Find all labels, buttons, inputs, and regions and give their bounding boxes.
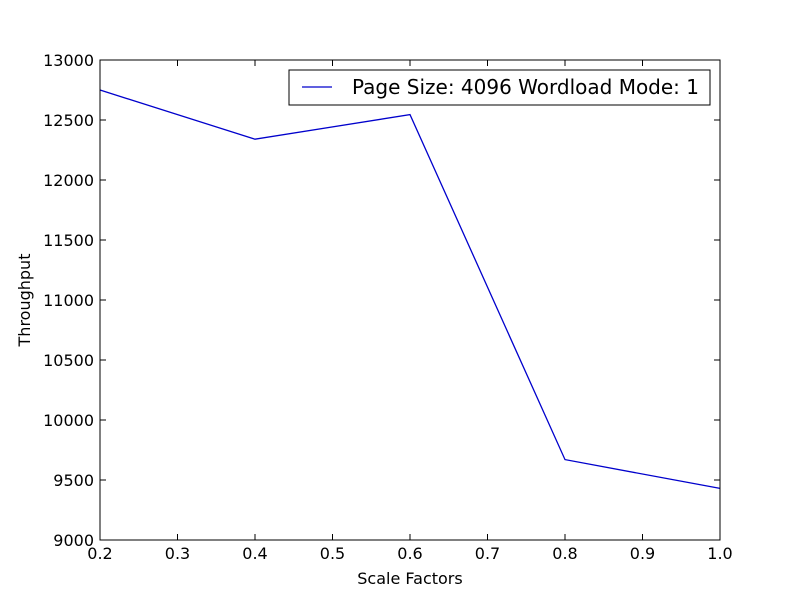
x-tick-label: 0.3	[165, 544, 190, 563]
plot-frame	[99, 59, 721, 541]
legend-label: Page Size: 4096 Wordload Mode: 1	[352, 75, 699, 99]
y-tick-label: 11500	[43, 231, 94, 250]
tick-labels: 0.2 0.3 0.4 0.5 0.6 0.7 0.8 0.9 1.0 9000 9500 10000…	[43, 51, 733, 563]
y-tick-label: 10500	[43, 351, 94, 370]
plot-area	[100, 60, 720, 540]
y-tick-label: 13000	[43, 51, 94, 70]
x-tick-label: 0.2	[87, 544, 112, 563]
y-tick-label: 10000	[43, 411, 94, 430]
x-tick-label: 0.7	[475, 544, 500, 563]
x-tick-label: 0.6	[397, 544, 422, 563]
x-tick-label: 1.0	[707, 544, 732, 563]
y-tick-label: 9000	[53, 531, 94, 550]
y-axis-title: Throughput	[15, 254, 34, 348]
y-tick-label: 12500	[43, 111, 94, 130]
y-tick-label: 9500	[53, 471, 94, 490]
legend-box	[288, 69, 711, 106]
x-tick-label: 0.8	[552, 544, 577, 563]
x-axis-title: Scale Factors	[357, 569, 462, 588]
x-tick-label: 0.4	[242, 544, 267, 563]
legend: Page Size: 4096 Wordload Mode: 1	[288, 69, 711, 106]
y-tick-label: 12000	[43, 171, 94, 190]
y-tick-label: 11000	[43, 291, 94, 310]
x-tick-label: 0.5	[320, 544, 345, 563]
series-line	[99, 89, 721, 490]
x-tick-label: 0.9	[630, 544, 655, 563]
data-series	[99, 89, 721, 490]
